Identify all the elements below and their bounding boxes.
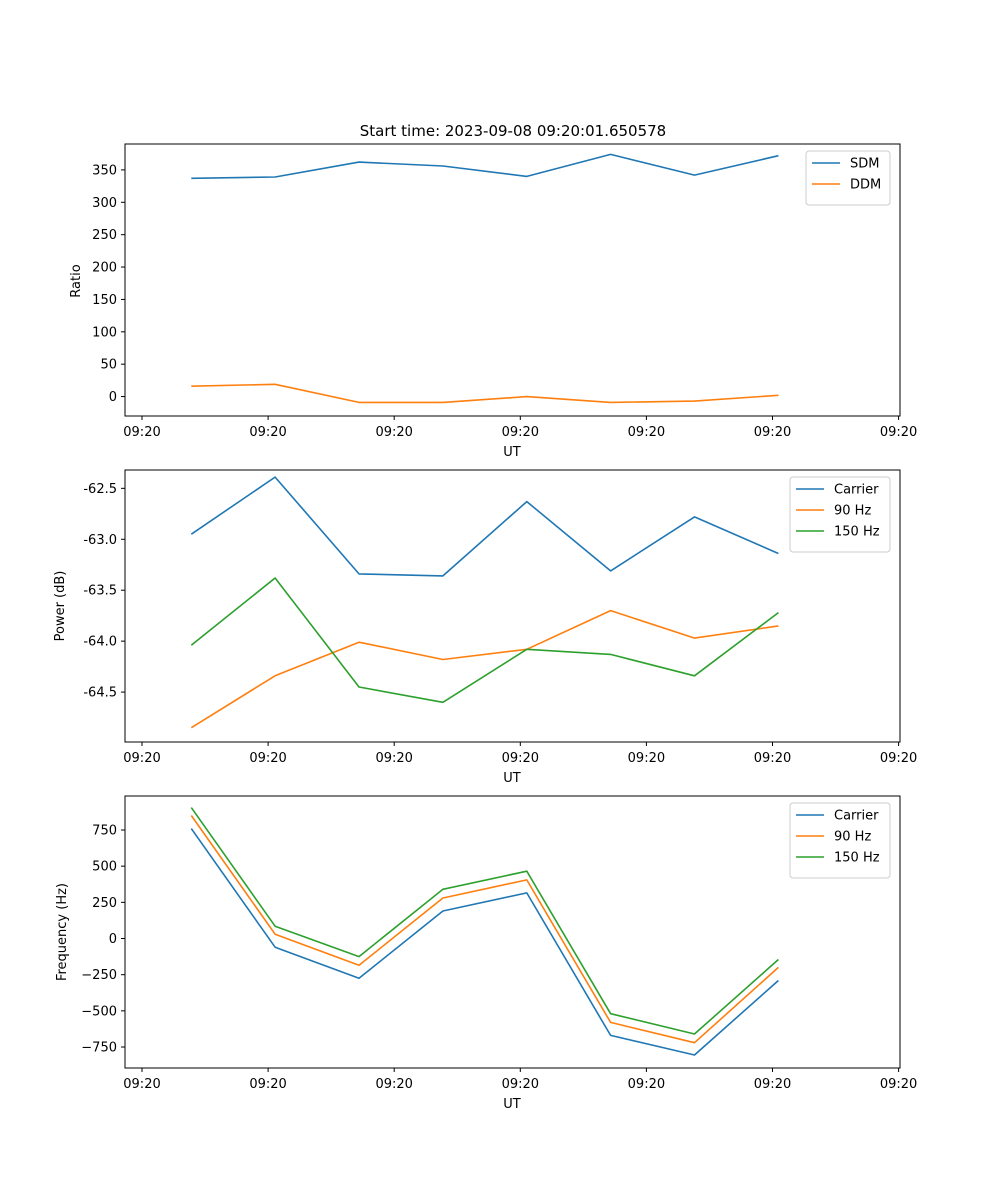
ratio-chart-ylabel: Ratio: [69, 264, 84, 297]
power-y-tick-label: -62.5: [83, 482, 117, 497]
power-legend-box: [789, 476, 891, 553]
power-y-tick-label: -64.0: [83, 635, 117, 650]
frequency-legend-label: Carrier: [834, 809, 879, 824]
frequency-x-tick-label: 09:20: [754, 1077, 791, 1092]
power-x-tick-label: 09:20: [754, 751, 791, 766]
ratio-series-ddm-line: [191, 383, 779, 404]
frequency-y-tick-label: 500: [92, 860, 117, 875]
power-series-carrier-line: [190, 476, 779, 577]
ratio-y-tick-label: 350: [92, 163, 117, 178]
ratio-legend: SDM DDM: [805, 150, 891, 206]
ratio-y-tick-label: 0: [109, 390, 117, 405]
frequency-y-tick-label: 0: [109, 932, 117, 947]
power-chart-xlabel: UT: [503, 771, 521, 786]
ratio-x-tick-label: 09:20: [375, 425, 412, 440]
ratio-x-tick-label: 09:20: [754, 425, 791, 440]
power-series-90-hz-line: [190, 609, 779, 729]
frequency-series-90-hz-line: [190, 815, 779, 1044]
power-chart: UT Power (dB) 09:20 09:20 09:20 09:20 09:20 0…: [53, 469, 917, 786]
figure-title: Start time: 2023-09-08 09:20:01.650578: [360, 122, 666, 140]
frequency-x-tick-label: 09:20: [502, 1077, 539, 1092]
frequency-legend-label: 150 Hz: [834, 851, 880, 866]
frequency-legend-label: 90 Hz: [834, 830, 871, 845]
frequency-legend: Carrier 90 Hz 150 Hz: [789, 802, 891, 879]
frequency-x-tick-label: 09:20: [249, 1077, 286, 1092]
ratio-legend-label: SDM: [850, 157, 879, 172]
frequency-y-tick-label: −750: [81, 1041, 117, 1056]
frequency-series-150-hz-line: [190, 807, 779, 1035]
frequency-series-carrier-line: [190, 828, 779, 1056]
ratio-chart-frame: [124, 143, 901, 417]
ratio-legend-label: DDM: [850, 178, 881, 193]
power-chart-frame: [124, 469, 901, 743]
power-series-150-hz-line: [190, 577, 779, 704]
power-y-tick-label: -64.5: [83, 686, 117, 701]
power-legend-label: 90 Hz: [834, 504, 871, 519]
power-chart-ylabel: Power (dB): [53, 571, 68, 642]
power-x-tick-label: 09:20: [249, 751, 286, 766]
frequency-y-tick-label: −500: [81, 1004, 117, 1019]
frequency-chart-ylabel: Frequency (Hz): [55, 883, 70, 981]
frequency-chart-frame: [124, 795, 901, 1069]
frequency-x-tick-label: 09:20: [880, 1077, 917, 1092]
ratio-chart-xlabel: UT: [503, 445, 521, 460]
ratio-chart: UT Ratio 09:20 09:20 09:20 09:20 09:20 09:20 0…: [69, 143, 917, 460]
ratio-y-tick-label: 250: [92, 228, 117, 243]
frequency-y-tick-label: 250: [92, 896, 117, 911]
ratio-x-tick-label: 09:20: [628, 425, 665, 440]
frequency-chart: UT Frequency (Hz) 09:20 09:20 09:20 09:20 09…: [55, 795, 917, 1112]
frequency-x-tick-label: 09:20: [628, 1077, 665, 1092]
power-y-tick-label: -63.0: [83, 533, 117, 548]
frequency-x-tick-label: 09:20: [123, 1077, 160, 1092]
power-x-tick-label: 09:20: [880, 751, 917, 766]
ratio-legend-box: [805, 150, 891, 206]
frequency-chart-xlabel: UT: [503, 1097, 521, 1112]
power-x-tick-label: 09:20: [375, 751, 412, 766]
power-legend-label: 150 Hz: [834, 525, 880, 540]
ratio-y-tick-label: 100: [92, 325, 117, 340]
ratio-series-sdm-line: [191, 153, 779, 180]
ratio-x-tick-label: 09:20: [880, 425, 917, 440]
power-legend: Carrier 90 Hz 150 Hz: [789, 476, 891, 553]
ratio-y-tick-label: 50: [100, 358, 117, 373]
power-x-tick-label: 09:20: [628, 751, 665, 766]
frequency-legend-box: [789, 802, 891, 879]
ratio-y-tick-label: 300: [92, 196, 117, 211]
power-x-tick-label: 09:20: [502, 751, 539, 766]
power-legend-label: Carrier: [834, 483, 879, 498]
frequency-x-tick-label: 09:20: [375, 1077, 412, 1092]
frequency-y-tick-label: 750: [92, 824, 117, 839]
ratio-y-tick-label: 150: [92, 293, 117, 308]
power-x-tick-label: 09:20: [123, 751, 160, 766]
ratio-x-tick-label: 09:20: [123, 425, 160, 440]
frequency-y-tick-label: −250: [81, 968, 117, 983]
ratio-x-tick-label: 09:20: [249, 425, 286, 440]
ratio-y-tick-label: 200: [92, 261, 117, 276]
power-y-tick-label: -63.5: [83, 584, 117, 599]
ratio-x-tick-label: 09:20: [502, 425, 539, 440]
